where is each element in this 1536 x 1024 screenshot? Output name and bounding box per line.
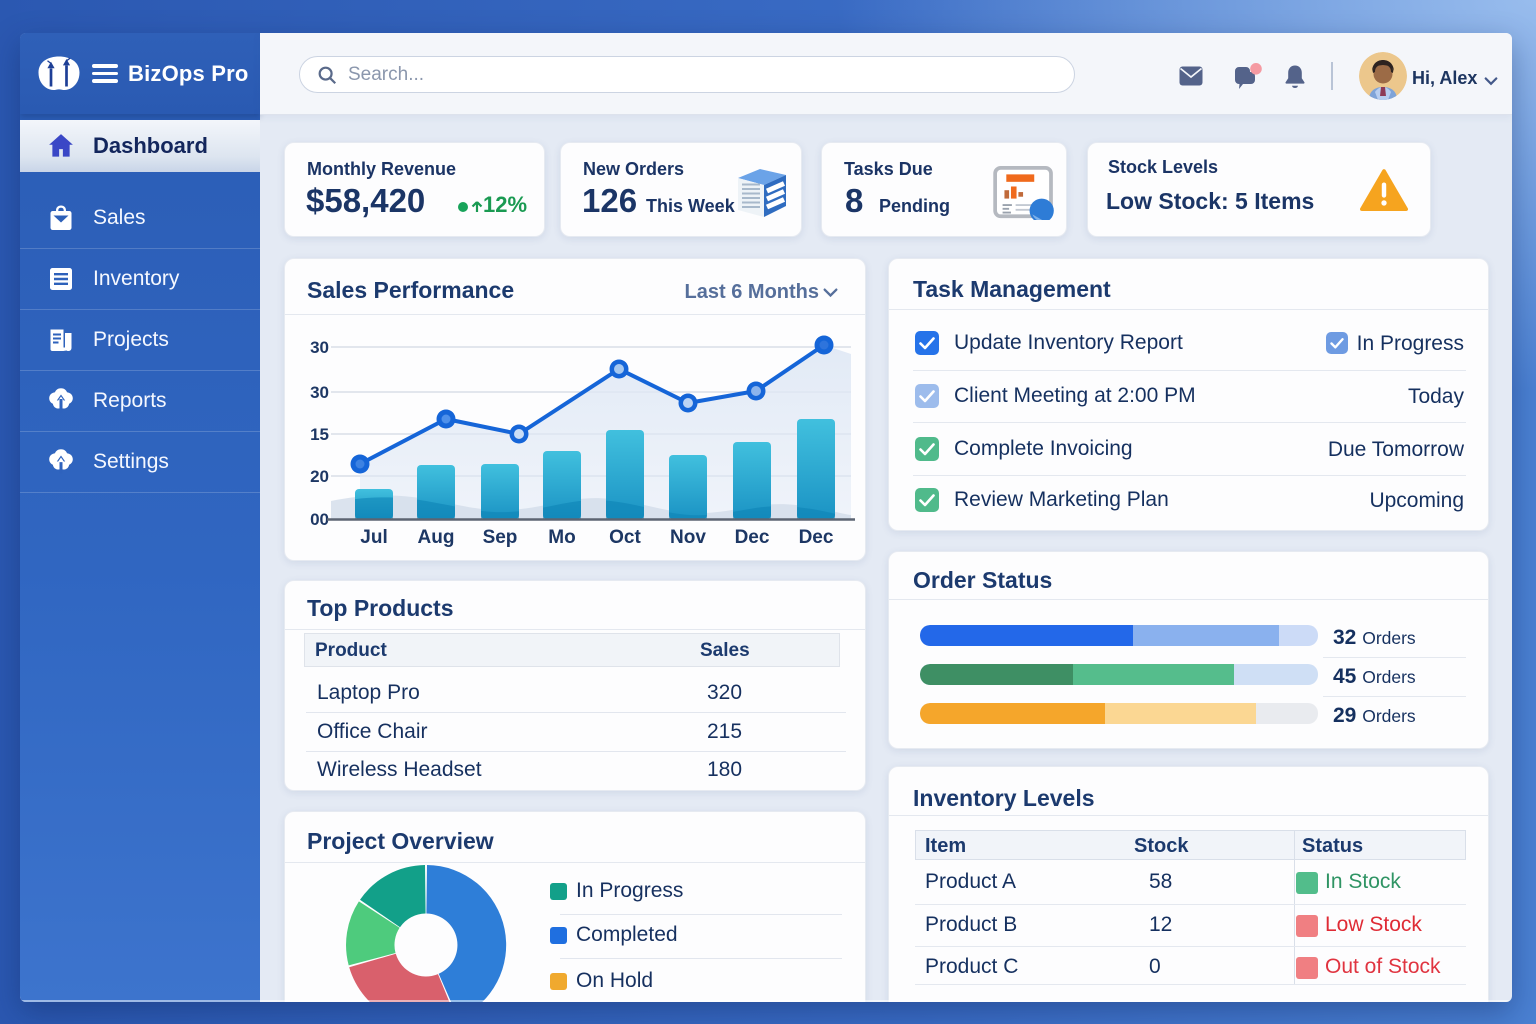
svg-text:20: 20 [310, 467, 329, 486]
svg-text:Oct: Oct [609, 527, 641, 548]
svg-text:Sep: Sep [483, 527, 518, 548]
svg-text:Dec: Dec [799, 527, 834, 548]
svg-text:Nov: Nov [670, 527, 706, 548]
svg-text:Jul: Jul [360, 527, 387, 548]
svg-text:00: 00 [310, 510, 329, 529]
svg-text:30: 30 [310, 383, 329, 402]
svg-text:Dec: Dec [735, 527, 770, 548]
svg-text:Aug: Aug [418, 527, 455, 548]
svg-text:30: 30 [310, 338, 329, 357]
svg-text:Mo: Mo [548, 527, 575, 548]
svg-text:15: 15 [310, 425, 329, 444]
